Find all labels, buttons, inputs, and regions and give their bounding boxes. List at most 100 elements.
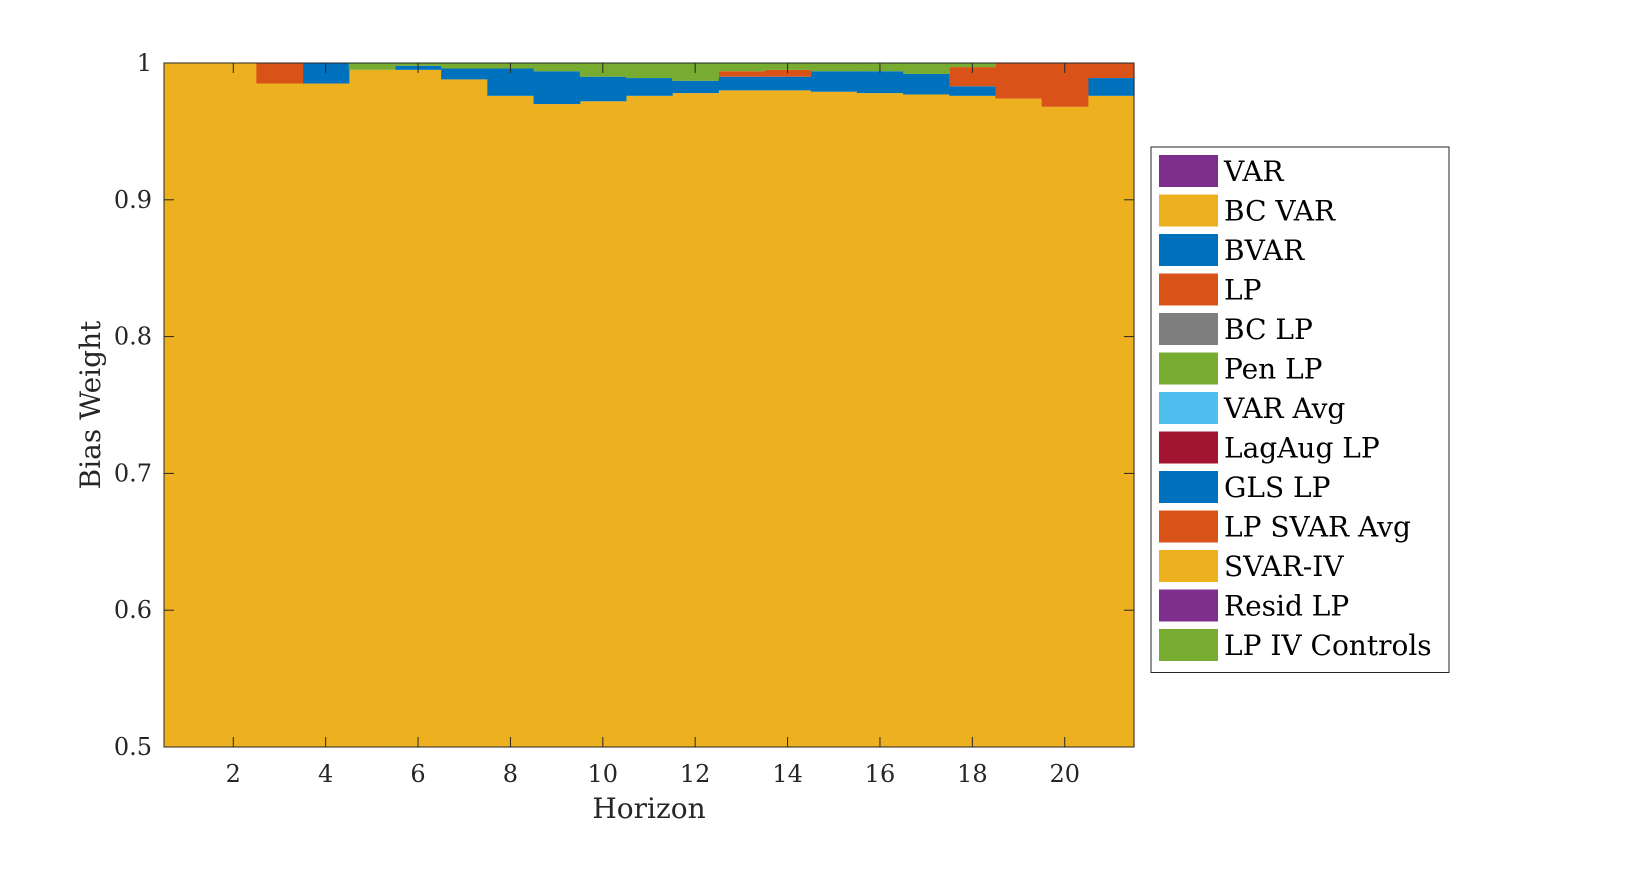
area-segment bbox=[949, 67, 997, 87]
y-tick-label: 0.7 bbox=[114, 459, 152, 487]
x-tick-label: 14 bbox=[772, 760, 803, 788]
area-segment bbox=[210, 63, 257, 747]
area-segment bbox=[625, 78, 673, 96]
area-segment bbox=[1087, 78, 1135, 96]
y-tick-label: 1 bbox=[137, 49, 152, 77]
legend-swatch bbox=[1159, 550, 1218, 582]
area-segment bbox=[579, 76, 627, 102]
series-3 bbox=[256, 63, 1135, 107]
area-segment bbox=[764, 76, 812, 91]
area-segment bbox=[441, 63, 488, 69]
area-segment bbox=[164, 63, 211, 747]
legend-swatch bbox=[1159, 431, 1218, 464]
x-tick-label: 20 bbox=[1049, 760, 1080, 788]
area-segment bbox=[533, 71, 581, 105]
area-segment bbox=[949, 86, 997, 96]
area-segment bbox=[949, 95, 997, 747]
legend-swatch bbox=[1159, 194, 1218, 227]
legend-swatch bbox=[1159, 313, 1218, 345]
series-2 bbox=[302, 63, 1135, 105]
y-tick-label: 0.5 bbox=[114, 733, 152, 761]
area-segment bbox=[348, 63, 396, 70]
area-segment bbox=[856, 93, 904, 748]
legend-item: VAR Avg bbox=[1159, 392, 1345, 425]
legend-swatch bbox=[1159, 589, 1218, 622]
legend-label: GLS LP bbox=[1224, 471, 1330, 504]
area-segment bbox=[625, 63, 673, 79]
area-segment bbox=[672, 93, 719, 748]
area-segment bbox=[302, 63, 350, 84]
x-tick-label: 2 bbox=[226, 760, 241, 788]
area-segment bbox=[533, 104, 581, 748]
area-segment bbox=[487, 68, 535, 96]
x-tick-label: 18 bbox=[957, 760, 988, 788]
area-segment bbox=[718, 63, 766, 72]
legend-label: BC LP bbox=[1224, 313, 1313, 346]
area-segment bbox=[718, 76, 766, 91]
area-segment bbox=[856, 71, 904, 94]
area-segment bbox=[718, 71, 766, 77]
area-segment bbox=[579, 101, 627, 748]
area-segment bbox=[764, 90, 812, 748]
legend-label: Pen LP bbox=[1224, 353, 1323, 386]
x-tick-label: 6 bbox=[410, 760, 425, 788]
y-tick-label: 0.8 bbox=[114, 323, 152, 351]
area-segment bbox=[995, 98, 1043, 747]
legend-label: LP IV Controls bbox=[1224, 629, 1432, 662]
area-segment bbox=[1087, 95, 1135, 747]
legend-item: LP IV Controls bbox=[1159, 629, 1432, 662]
series-1 bbox=[164, 63, 1135, 748]
stacked-area-layer bbox=[164, 63, 1135, 748]
legend-item: LP bbox=[1159, 273, 1261, 307]
area-segment bbox=[394, 69, 442, 748]
area-segment bbox=[256, 83, 304, 747]
legend: VAR BC VAR BVAR LP BC LP Pen LP VAR Avg LagAug … bbox=[1150, 146, 1450, 673]
legend-item: LP SVAR Avg bbox=[1159, 510, 1411, 544]
x-axis-title: Horizon bbox=[592, 792, 705, 825]
area-segment bbox=[718, 90, 766, 748]
x-axis-ticks: 2 4 6 8 10 12 14 16 18 20 bbox=[226, 63, 1080, 788]
legend-item: GLS LP bbox=[1159, 471, 1330, 504]
x-tick-label: 8 bbox=[503, 760, 518, 788]
area-segment bbox=[441, 68, 488, 80]
legend-item: BVAR bbox=[1159, 234, 1305, 267]
area-segment bbox=[810, 91, 858, 748]
area-segment bbox=[903, 94, 950, 747]
area-segment bbox=[348, 69, 396, 748]
legend-item: VAR bbox=[1159, 155, 1285, 188]
area-segment bbox=[1041, 106, 1089, 747]
area-segment bbox=[810, 63, 858, 72]
area-segment bbox=[995, 63, 1043, 99]
area-segment bbox=[764, 69, 812, 77]
legend-swatch bbox=[1159, 510, 1218, 543]
area-segment bbox=[672, 80, 719, 94]
x-tick-label: 4 bbox=[318, 760, 333, 788]
area-segment bbox=[903, 63, 950, 74]
area-segment bbox=[441, 79, 488, 748]
plot-area-frame bbox=[163, 62, 1135, 748]
legend-item: BC VAR bbox=[1159, 194, 1336, 228]
legend-swatch bbox=[1159, 273, 1218, 306]
legend-label: BC VAR bbox=[1224, 195, 1336, 228]
legend-label: SVAR-IV bbox=[1224, 550, 1344, 583]
x-tick-label: 10 bbox=[588, 760, 619, 788]
legend-swatch bbox=[1159, 392, 1218, 424]
legend-label: LP SVAR Avg bbox=[1224, 511, 1411, 544]
legend-item: Pen LP bbox=[1159, 352, 1323, 386]
legend-label: LagAug LP bbox=[1224, 432, 1380, 465]
area-segment bbox=[533, 63, 581, 72]
legend-label: VAR Avg bbox=[1223, 392, 1345, 425]
legend-swatch bbox=[1159, 234, 1218, 266]
legend-label: LP bbox=[1224, 274, 1261, 307]
x-tick-label: 16 bbox=[865, 760, 896, 788]
area-segment bbox=[1087, 63, 1135, 79]
legend-label: BVAR bbox=[1224, 234, 1305, 267]
y-tick-label: 0.6 bbox=[114, 596, 152, 624]
legend-item: SVAR-IV bbox=[1159, 550, 1344, 583]
legend-item: Resid LP bbox=[1159, 589, 1349, 623]
legend-label: VAR bbox=[1223, 155, 1285, 188]
x-tick-label: 12 bbox=[680, 760, 711, 788]
area-segment bbox=[903, 73, 950, 95]
legend-swatch bbox=[1159, 629, 1218, 661]
